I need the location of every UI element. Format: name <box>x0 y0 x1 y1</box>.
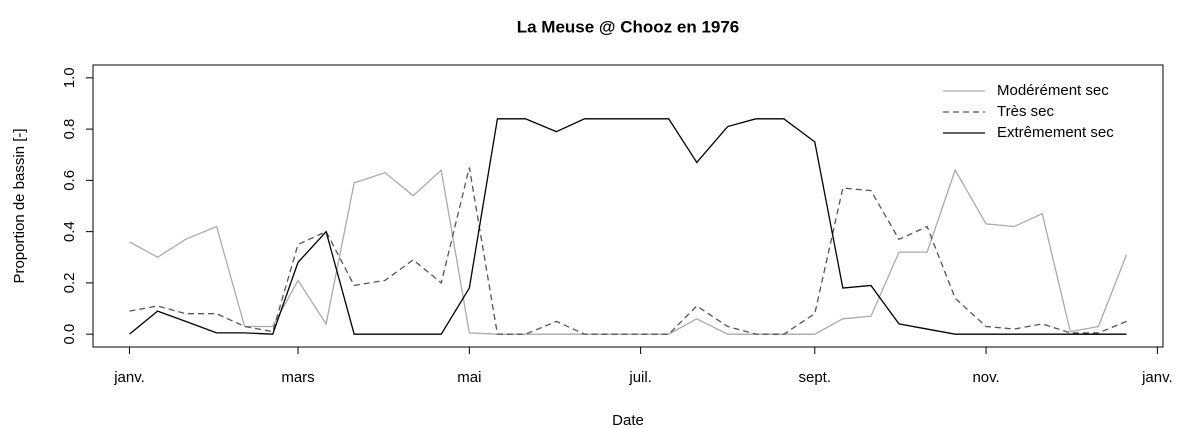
y-tick-label: 0.4 <box>61 221 78 242</box>
y-tick-label: 0.0 <box>61 324 78 345</box>
plot-frame <box>92 64 1164 348</box>
x-tick-label: janv. <box>113 369 145 386</box>
x-axis-label: Date <box>612 412 644 428</box>
y-tick-label: 0.6 <box>61 170 78 191</box>
y-axis-label: Proportion de bassin [-] <box>11 128 28 283</box>
legend-label: Très sec <box>997 103 1054 120</box>
legend-label: Extrêmement sec <box>997 124 1114 141</box>
series-line <box>129 118 1127 335</box>
chart-title: La Meuse @ Chooz en 1976 <box>517 17 740 36</box>
x-tick-label: mai <box>457 369 481 386</box>
y-tick-label: 1.0 <box>61 67 78 88</box>
legend-label: Modérément sec <box>997 82 1109 99</box>
x-tick-label: juil. <box>628 369 652 386</box>
y-tick-label: 0.8 <box>61 119 78 140</box>
x-tick-label: sept. <box>798 369 831 386</box>
series-line <box>129 167 1127 335</box>
x-tick-label: janv. <box>1141 369 1173 386</box>
x-tick-label: nov. <box>972 369 999 386</box>
x-tick-label: mars <box>281 369 314 386</box>
y-tick-label: 0.2 <box>61 272 78 293</box>
